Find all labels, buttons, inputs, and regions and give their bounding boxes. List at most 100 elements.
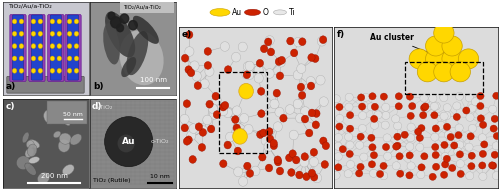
Circle shape bbox=[50, 68, 54, 73]
Circle shape bbox=[346, 125, 354, 132]
Circle shape bbox=[238, 177, 248, 186]
Circle shape bbox=[360, 153, 368, 161]
Circle shape bbox=[456, 160, 464, 168]
Text: 50 nm: 50 nm bbox=[63, 112, 83, 117]
Circle shape bbox=[183, 100, 190, 108]
Circle shape bbox=[491, 151, 498, 158]
Circle shape bbox=[380, 172, 388, 180]
Circle shape bbox=[477, 102, 484, 110]
FancyBboxPatch shape bbox=[65, 14, 81, 82]
Circle shape bbox=[258, 153, 266, 161]
FancyBboxPatch shape bbox=[50, 15, 62, 80]
Circle shape bbox=[50, 44, 54, 48]
Text: Au: Au bbox=[232, 8, 242, 17]
Text: b): b) bbox=[94, 82, 104, 91]
Circle shape bbox=[420, 104, 428, 111]
Circle shape bbox=[68, 31, 72, 36]
Circle shape bbox=[12, 19, 17, 24]
Circle shape bbox=[202, 115, 212, 125]
Circle shape bbox=[296, 64, 306, 74]
Ellipse shape bbox=[44, 110, 57, 124]
Ellipse shape bbox=[28, 140, 40, 148]
Ellipse shape bbox=[60, 133, 71, 144]
Circle shape bbox=[218, 106, 228, 116]
Circle shape bbox=[289, 150, 296, 158]
Circle shape bbox=[418, 125, 425, 132]
Circle shape bbox=[232, 52, 240, 62]
Circle shape bbox=[31, 68, 36, 73]
Circle shape bbox=[206, 100, 213, 108]
Circle shape bbox=[407, 162, 415, 170]
Circle shape bbox=[432, 125, 440, 132]
Circle shape bbox=[381, 121, 390, 129]
Circle shape bbox=[478, 162, 486, 169]
Text: o-TiO₂: o-TiO₂ bbox=[150, 139, 169, 144]
Circle shape bbox=[345, 103, 353, 111]
Circle shape bbox=[260, 129, 267, 137]
Circle shape bbox=[468, 163, 475, 170]
Circle shape bbox=[406, 93, 414, 100]
Circle shape bbox=[346, 112, 354, 119]
Circle shape bbox=[450, 62, 470, 82]
Circle shape bbox=[431, 133, 439, 141]
Circle shape bbox=[440, 171, 448, 178]
Circle shape bbox=[490, 162, 496, 169]
Circle shape bbox=[220, 103, 227, 111]
Circle shape bbox=[358, 112, 366, 120]
Circle shape bbox=[38, 56, 42, 61]
Circle shape bbox=[298, 38, 306, 46]
Circle shape bbox=[38, 31, 42, 36]
Circle shape bbox=[396, 153, 403, 160]
Circle shape bbox=[369, 144, 376, 151]
Circle shape bbox=[418, 62, 438, 82]
Circle shape bbox=[356, 141, 364, 149]
Circle shape bbox=[180, 114, 189, 124]
Circle shape bbox=[184, 137, 190, 145]
Circle shape bbox=[478, 134, 486, 142]
Circle shape bbox=[251, 166, 260, 176]
Circle shape bbox=[265, 36, 274, 45]
Circle shape bbox=[382, 111, 390, 120]
Circle shape bbox=[426, 36, 446, 56]
Circle shape bbox=[434, 62, 454, 82]
Circle shape bbox=[457, 170, 464, 177]
Circle shape bbox=[212, 92, 220, 100]
Circle shape bbox=[441, 141, 448, 149]
Circle shape bbox=[394, 142, 401, 149]
Circle shape bbox=[447, 133, 454, 141]
Circle shape bbox=[50, 56, 54, 61]
Circle shape bbox=[181, 124, 188, 132]
Circle shape bbox=[374, 111, 382, 119]
Circle shape bbox=[198, 143, 205, 151]
Circle shape bbox=[273, 122, 282, 131]
Circle shape bbox=[19, 31, 24, 36]
Circle shape bbox=[440, 94, 448, 102]
Circle shape bbox=[372, 103, 378, 110]
Circle shape bbox=[356, 170, 362, 177]
Circle shape bbox=[345, 93, 354, 101]
Circle shape bbox=[261, 136, 270, 146]
Circle shape bbox=[108, 12, 115, 20]
Ellipse shape bbox=[62, 165, 74, 175]
Circle shape bbox=[293, 99, 302, 109]
Circle shape bbox=[254, 65, 263, 75]
Bar bbox=[120, 2, 174, 13]
Circle shape bbox=[232, 116, 239, 123]
Circle shape bbox=[440, 112, 448, 120]
Bar bbox=[218, 72, 268, 153]
Circle shape bbox=[276, 72, 283, 80]
Circle shape bbox=[437, 121, 445, 129]
Circle shape bbox=[346, 141, 354, 149]
Circle shape bbox=[408, 103, 416, 110]
Circle shape bbox=[370, 152, 378, 159]
Circle shape bbox=[442, 36, 462, 56]
Text: e): e) bbox=[182, 30, 192, 39]
Ellipse shape bbox=[16, 156, 30, 170]
Circle shape bbox=[74, 68, 78, 73]
Circle shape bbox=[406, 134, 414, 142]
Circle shape bbox=[319, 97, 328, 106]
Circle shape bbox=[68, 68, 72, 73]
Circle shape bbox=[224, 141, 232, 149]
Circle shape bbox=[443, 104, 452, 112]
Circle shape bbox=[395, 103, 402, 110]
